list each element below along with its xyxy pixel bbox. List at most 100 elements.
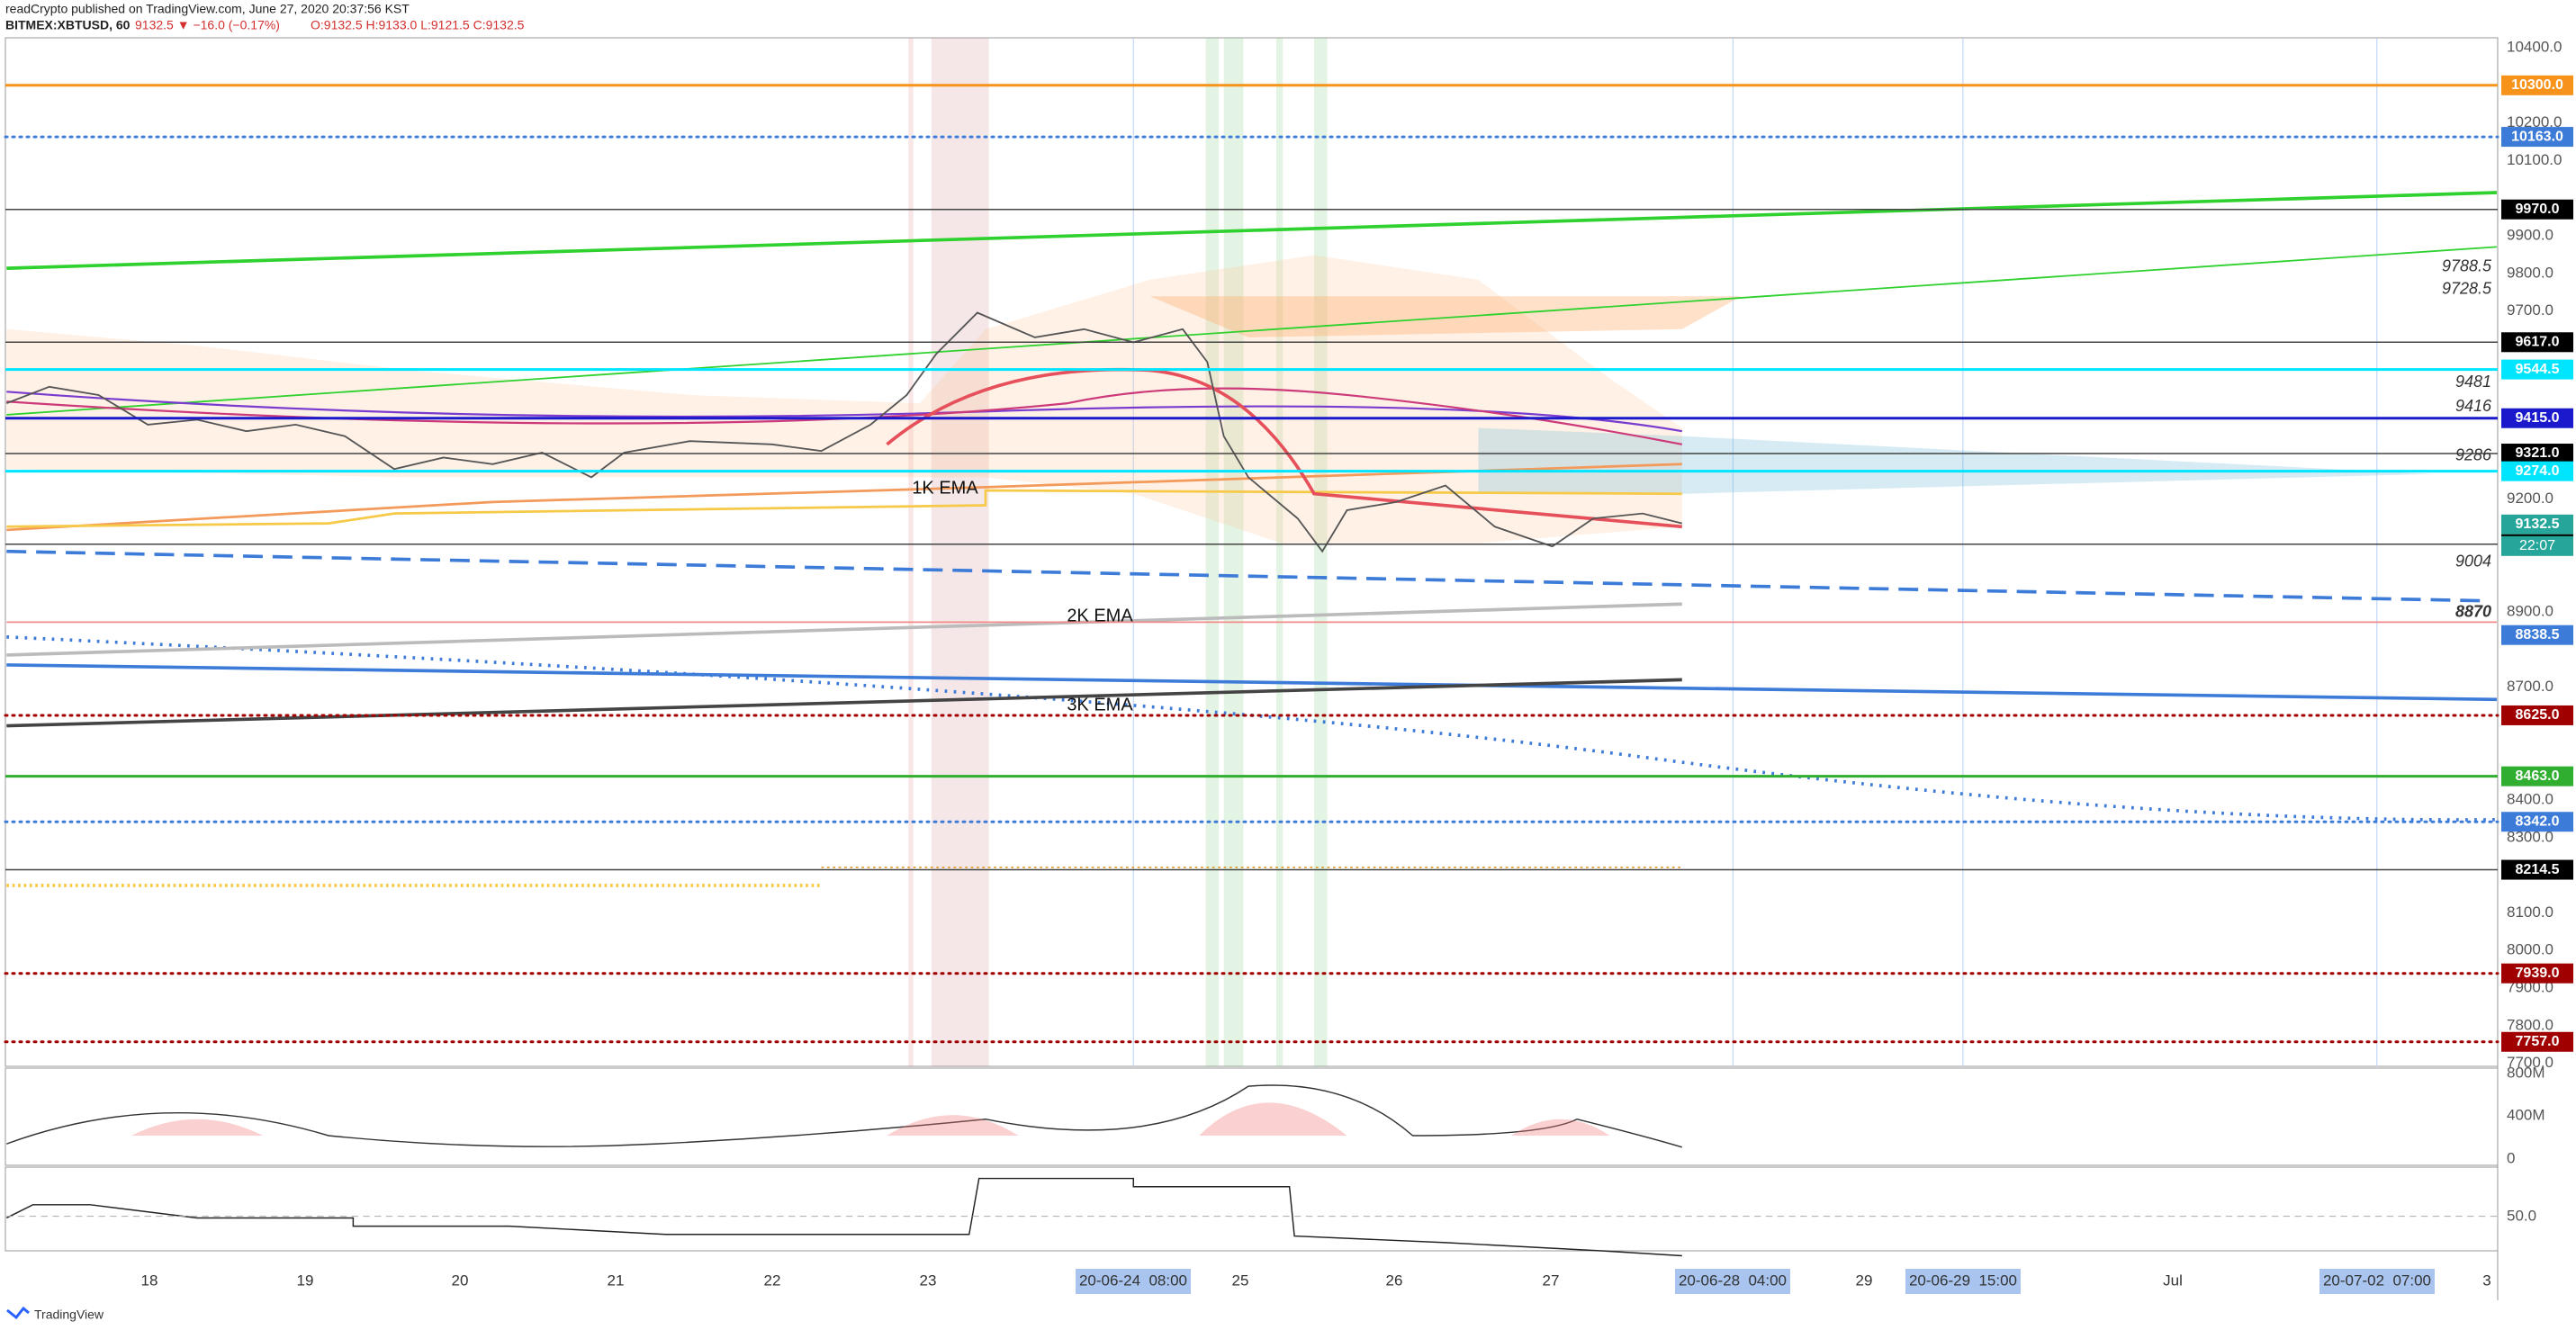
price-annotation: 9286 [2455,445,2492,463]
price-level-label: 9132.5 [2516,517,2560,532]
price-tick-label: 7700.0 [2507,1054,2553,1071]
price-annotation: 9416 [2455,397,2492,415]
date-highlight [1076,1269,1191,1294]
price-annotation: 9788.5 [2442,256,2492,274]
price-level-label: 8214.5 [2516,862,2560,877]
price-annotation: 8870 [2455,602,2491,620]
symbol: BITMEX:XBTUSD, 60 [5,18,131,32]
ema-line [6,391,1682,433]
price-tick-label: 8900.0 [2507,602,2553,619]
price-level-label: 9544.5 [2516,362,2560,377]
countdown: 22:07 [2519,538,2555,553]
price-tick-label: 8300.0 [2507,828,2553,845]
oscillator-line [5,1177,1682,1257]
price-annotation: 9481 [2455,373,2491,391]
price-level-label: 10300.0 [2511,77,2563,93]
countdown-box [2501,535,2573,556]
date-label: 29 [1856,1272,1873,1289]
price-level-label: 8342.0 [2516,813,2560,829]
price-level-box [2501,859,2573,880]
date-label: Jul [2163,1272,2183,1289]
price-annotation: 9728.5 [2442,279,2492,297]
ema-label: 2K EMA [1067,606,1133,625]
cloud [1478,427,2431,494]
price-level-box [2501,705,2573,725]
price-level-box [2501,127,2573,148]
price-level-label: 9617.0 [2516,335,2560,350]
price-tick-label: 10400.0 [2507,38,2562,55]
trendline [6,634,2498,822]
date-label: 19 [297,1272,314,1289]
band [1223,38,1244,1067]
price-level-box [2501,1031,2573,1052]
price-annotation: 9004 [2455,552,2491,570]
price-level-label: 9321.0 [2516,445,2560,461]
price-level-label: 9970.0 [2516,202,2560,217]
band [1314,38,1328,1067]
trendline [6,663,2498,702]
price-tick-label: 9200.0 [2507,490,2553,507]
price-level-box [2501,444,2573,464]
date-highlight [1905,1269,2021,1294]
date-label: 22 [764,1272,781,1289]
date-label: 20-06-24 08:00 [1079,1272,1187,1289]
price-tick-label: 10100.0 [2507,151,2562,168]
date-label: 26 [1386,1272,1403,1289]
price-level-box [2501,625,2573,645]
date-highlight [2319,1269,2435,1294]
price-level-label: 9274.0 [2516,463,2560,479]
price-level-box [2501,514,2573,535]
price-level-box [2501,812,2573,832]
date-label: 27 [1543,1272,1560,1289]
date-label: 23 [920,1272,937,1289]
ema-2k [6,602,1682,657]
band [908,38,914,1067]
footer-logo: TradingView [34,1308,104,1322]
volume-tick-label: 800M [2507,1064,2545,1081]
price-tick-label: 9700.0 [2507,301,2553,319]
price-tick-label: 7800.0 [2507,1016,2553,1033]
price-tick-label: 10200.0 [2507,113,2562,130]
date-label: 20-07-02 07:00 [2323,1272,2431,1289]
ema-line [6,387,1683,445]
ema-line [6,489,1682,528]
price-tick-label: 9900.0 [2507,226,2553,243]
volume-cloud [131,1102,1610,1137]
price-path [5,311,1683,553]
date-label: 18 [141,1272,158,1289]
price-level-label: 8625.0 [2516,707,2560,723]
price-level-box [2501,408,2573,428]
price-tick-label: 8700.0 [2507,678,2553,695]
price-level-label: 8838.5 [2516,627,2560,643]
ema-label: 3K EMA [1067,695,1133,714]
band [1205,38,1220,1067]
ema-label: 1K EMA [912,478,978,498]
price-level-label: 7939.0 [2516,966,2560,981]
quote: 9132.5 ▼ −16.0 (−0.17%) [135,18,280,32]
date-label: 21 [608,1272,625,1289]
price-level-box [2501,199,2573,220]
volume-tick-label: 400M [2507,1106,2545,1123]
price-tick-label: 8100.0 [2507,903,2553,921]
date-label: 3 [2482,1272,2490,1289]
price-level-box [2501,75,2573,95]
price-level-label: 8463.0 [2516,768,2560,784]
band [1276,38,1283,1067]
price-tick-label: 8400.0 [2507,790,2553,807]
logo-icon [6,1306,30,1320]
price-level-box [2501,766,2573,786]
ema-3k [6,678,1682,728]
trendline [6,246,2498,416]
date-label: 20-06-28 04:00 [1679,1272,1787,1289]
price-level-label: 7757.0 [2516,1034,2560,1049]
band [931,38,989,1067]
price-tick-label: 9800.0 [2507,264,2553,281]
volume-tick-label: 0 [2507,1149,2515,1166]
date-label: 20 [452,1272,469,1289]
ema-1k [6,463,1682,532]
price-tick-label: 8000.0 [2507,941,2553,958]
price-level-label: 10163.0 [2511,129,2563,144]
